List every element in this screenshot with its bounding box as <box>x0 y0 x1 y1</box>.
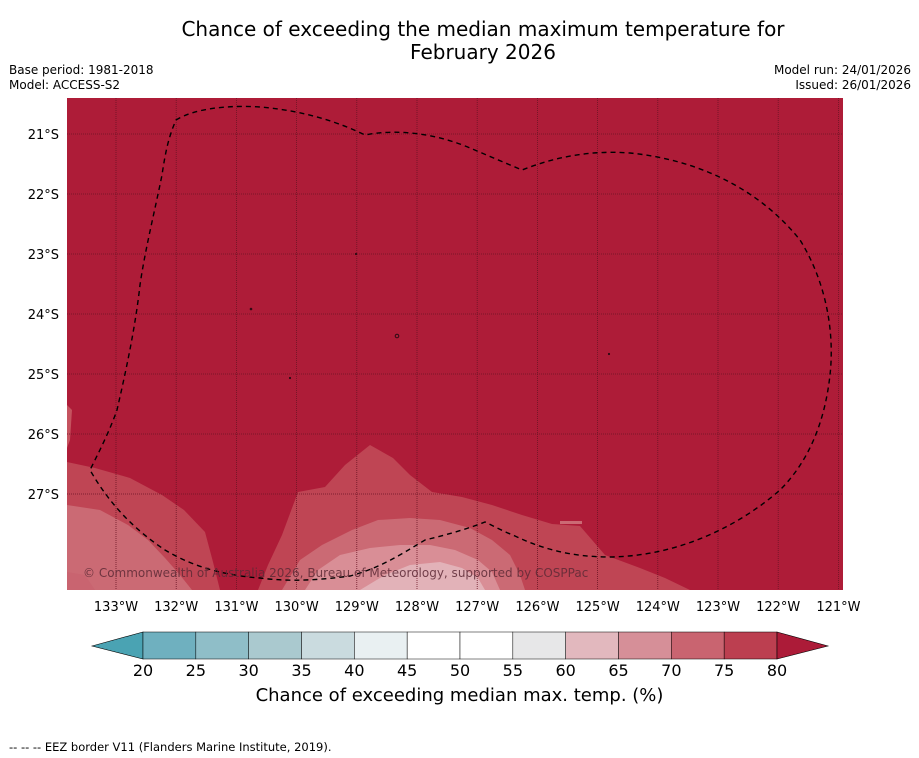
island-marker <box>394 333 400 339</box>
colorbar-segments <box>142 631 778 660</box>
map-title: Chance of exceeding the median maximum t… <box>0 18 919 64</box>
longitude-label: 131°W <box>214 600 258 615</box>
latitude-label: 21°S <box>28 128 59 143</box>
colorbar-segment <box>301 631 355 660</box>
region-70-75 <box>67 505 192 590</box>
region-speck <box>560 521 582 524</box>
colorbar-tick-label: 55 <box>503 661 523 680</box>
latitude-labels: 21°S 22°S 23°S 24°S 25°S 26°S 27°S <box>28 128 59 503</box>
colorbar-segment <box>618 631 672 660</box>
colorbar-segment <box>671 631 725 660</box>
longitude-label: 127°W <box>455 600 499 615</box>
header-left: Base period: 1981-2018 Model: ACCESS-S2 <box>9 63 154 93</box>
colorbar-segment <box>248 631 302 660</box>
longitude-label: 121°W <box>816 600 860 615</box>
region-60-65 <box>360 562 485 590</box>
latitude-label: 23°S <box>28 248 59 263</box>
longitude-label: 130°W <box>275 600 319 615</box>
latitude-label: 24°S <box>28 308 59 323</box>
islands <box>249 252 611 380</box>
longitude-label: 125°W <box>576 600 620 615</box>
colorbar-tick-label: 40 <box>344 661 364 680</box>
longitude-label: 128°W <box>395 600 439 615</box>
colorbar-tick-label: 25 <box>186 661 206 680</box>
island-marker <box>354 252 358 256</box>
graticule <box>67 98 843 590</box>
colorbar-tick-label: 70 <box>661 661 681 680</box>
island-marker <box>288 376 292 380</box>
colorbar-segment <box>354 631 408 660</box>
issued-date: Issued: 26/01/2026 <box>795 78 911 92</box>
colorbar-under-arrow <box>90 631 144 660</box>
model-name: Model: ACCESS-S2 <box>9 78 121 92</box>
colorbar: 20 25 30 35 40 45 50 55 60 65 70 75 80 <box>90 631 830 680</box>
colorbar-segment <box>512 631 566 660</box>
colorbar-segment <box>565 631 619 660</box>
base-period: Base period: 1981-2018 <box>9 63 154 77</box>
colorbar-segment <box>195 631 249 660</box>
colorbar-tick-label: 35 <box>291 661 311 680</box>
region-75-80-west <box>67 405 72 448</box>
header-right: Model run: 24/01/2026 Issued: 26/01/2026 <box>774 63 911 93</box>
colorbar-ticks: 20 25 30 35 40 45 50 55 60 65 70 75 80 <box>133 661 787 680</box>
colorbar-segment <box>406 631 461 660</box>
colorbar-tick-label: 30 <box>238 661 258 680</box>
colorbar-tick-label: 65 <box>608 661 628 680</box>
colorbar-segment <box>142 631 197 660</box>
region-70-75-corner <box>67 572 95 590</box>
eez-border <box>89 105 832 581</box>
longitude-label: 124°W <box>636 600 680 615</box>
colorbar-over-arrow <box>776 631 830 660</box>
longitude-labels: 133°W 132°W 131°W 130°W 129°W 128°W 127°W 126°W… <box>94 600 861 615</box>
latitude-label: 25°S <box>28 368 59 383</box>
colorbar-tick-label: 80 <box>767 661 787 680</box>
colorbar-tick-label: 75 <box>714 661 734 680</box>
colorbar-tick-label: 50 <box>450 661 470 680</box>
longitude-label: 126°W <box>515 600 559 615</box>
colorbar-label: Chance of exceeding median max. temp. (%… <box>255 685 664 706</box>
colorbar-segment <box>459 631 514 660</box>
longitude-label: 132°W <box>154 600 198 615</box>
island-marker <box>607 352 611 356</box>
colorbar-tick-label: 20 <box>133 661 153 680</box>
longitude-label: 122°W <box>756 600 800 615</box>
island-marker <box>249 307 253 311</box>
probability-field <box>67 98 843 590</box>
colorbar-tick-label: 45 <box>397 661 417 680</box>
longitude-label: 123°W <box>696 600 740 615</box>
longitude-label: 129°W <box>335 600 379 615</box>
title-line-1: Chance of exceeding the median maximum t… <box>181 17 785 41</box>
latitude-label: 26°S <box>28 428 59 443</box>
colorbar-tick-label: 60 <box>555 661 575 680</box>
copyright-notice: © Commonwealth of Australia 2026, Bureau… <box>83 566 588 580</box>
longitude-label: 133°W <box>94 600 138 615</box>
eez-footnote: -- -- -- EEZ border V11 (Flanders Marine… <box>9 740 332 754</box>
latitude-label: 27°S <box>28 488 59 503</box>
colorbar-segment <box>723 631 778 660</box>
latitude-label: 22°S <box>28 188 59 203</box>
title-line-2: February 2026 <box>410 40 556 64</box>
model-run: Model run: 24/01/2026 <box>773 63 911 77</box>
